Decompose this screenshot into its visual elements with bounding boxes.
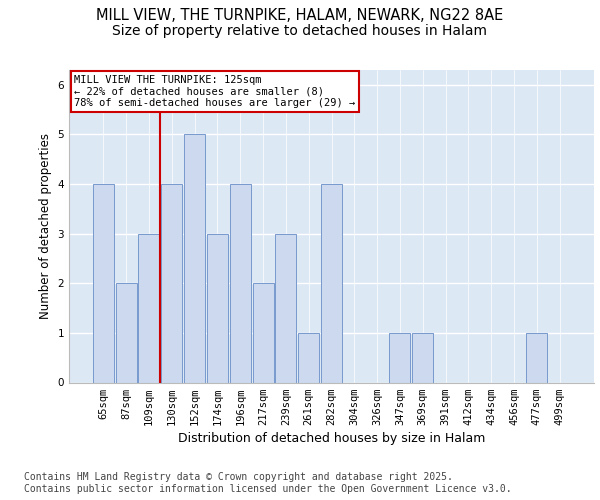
Text: MILL VIEW THE TURNPIKE: 125sqm
← 22% of detached houses are smaller (8)
78% of s: MILL VIEW THE TURNPIKE: 125sqm ← 22% of … (74, 74, 355, 108)
Y-axis label: Number of detached properties: Number of detached properties (39, 133, 52, 320)
Bar (253, 284, 274, 382)
Bar (389, 333, 410, 382)
Bar (116, 284, 137, 382)
Bar (321, 184, 342, 382)
Bar (93, 184, 114, 382)
Bar (139, 234, 160, 382)
X-axis label: Distribution of detached houses by size in Halam: Distribution of detached houses by size … (178, 432, 485, 445)
Text: MILL VIEW, THE TURNPIKE, HALAM, NEWARK, NG22 8AE: MILL VIEW, THE TURNPIKE, HALAM, NEWARK, … (97, 8, 503, 22)
Bar (275, 234, 296, 382)
Bar (298, 333, 319, 382)
Bar (207, 234, 228, 382)
Text: Size of property relative to detached houses in Halam: Size of property relative to detached ho… (113, 24, 487, 38)
Bar (161, 184, 182, 382)
Text: Contains HM Land Registry data © Crown copyright and database right 2025.
Contai: Contains HM Land Registry data © Crown c… (24, 472, 512, 494)
Bar (184, 134, 205, 382)
Bar (526, 333, 547, 382)
Bar (230, 184, 251, 382)
Bar (412, 333, 433, 382)
